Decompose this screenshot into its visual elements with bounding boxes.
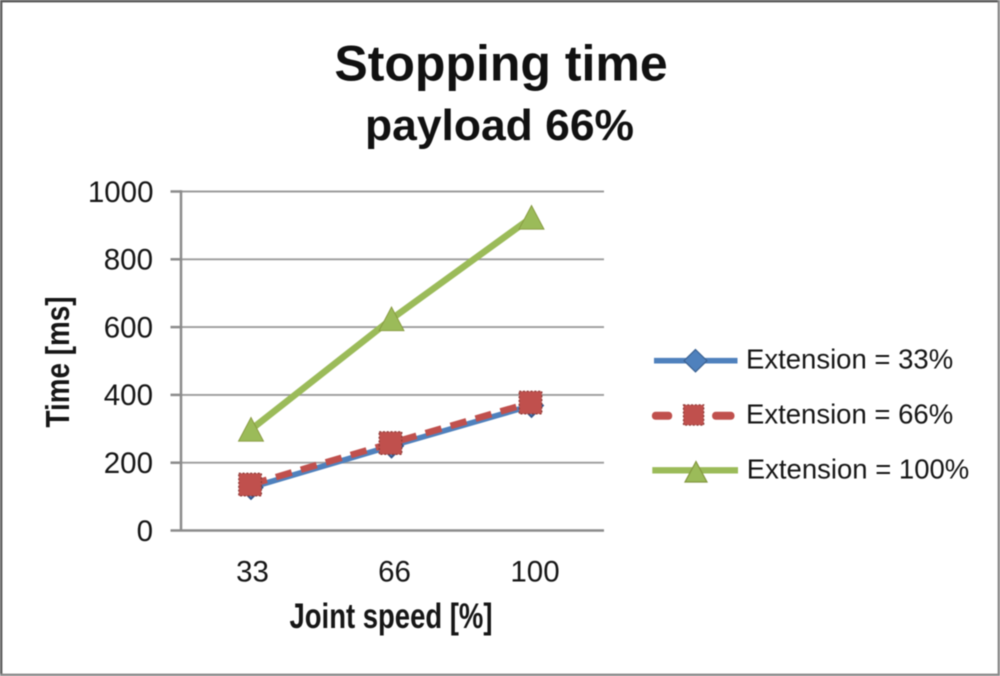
svg-text:payload 66%: payload 66% bbox=[365, 101, 634, 150]
svg-text:400: 400 bbox=[104, 379, 153, 412]
svg-text:1000: 1000 bbox=[88, 176, 154, 209]
svg-text:Extension = 33%: Extension = 33% bbox=[746, 344, 953, 375]
svg-text:100: 100 bbox=[510, 555, 559, 588]
svg-text:800: 800 bbox=[104, 244, 153, 277]
svg-text:33: 33 bbox=[236, 555, 269, 588]
svg-text:Joint speed [%]: Joint speed [%] bbox=[290, 597, 493, 636]
svg-text:Time [ms]: Time [ms] bbox=[39, 297, 76, 428]
svg-text:Extension = 100%: Extension = 100% bbox=[747, 454, 969, 485]
svg-text:200: 200 bbox=[104, 447, 153, 480]
svg-text:66: 66 bbox=[378, 555, 411, 588]
svg-text:Stopping time: Stopping time bbox=[334, 36, 667, 92]
svg-text:0: 0 bbox=[137, 515, 153, 548]
svg-text:600: 600 bbox=[104, 311, 153, 344]
svg-text:Extension = 66%: Extension = 66% bbox=[746, 399, 953, 430]
